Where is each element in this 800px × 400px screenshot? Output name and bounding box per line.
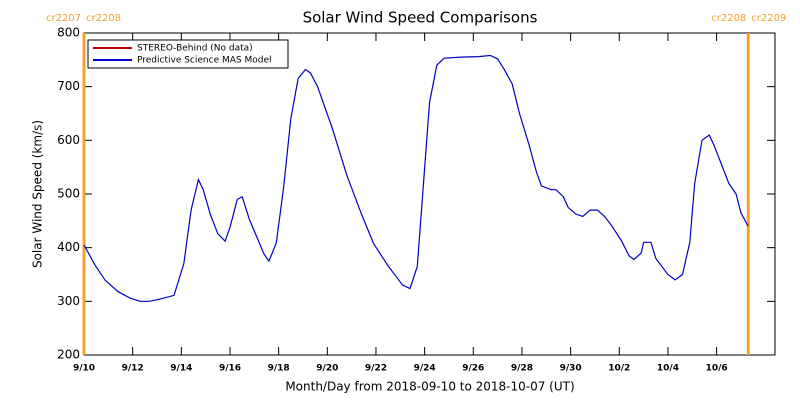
x-tick-label: 10/2 <box>608 364 630 374</box>
legend-label: Predictive Science MAS Model <box>137 56 272 66</box>
x-tick-label: 9/20 <box>316 364 338 374</box>
legend-box <box>87 39 289 69</box>
y-tick-label: 300 <box>57 294 80 308</box>
y-tick-label: 600 <box>57 133 80 147</box>
x-tick-label: 9/14 <box>170 364 192 374</box>
rotation-label: cr2208 <box>86 13 121 24</box>
chart-title: Solar Wind Speed Comparisons <box>303 9 538 27</box>
y-tick-label: 500 <box>57 187 80 201</box>
x-tick-label: 9/12 <box>122 364 144 374</box>
x-tick-label: 9/18 <box>268 364 290 374</box>
y-tick-label: 800 <box>57 26 80 40</box>
x-tick-label: 9/26 <box>462 364 484 374</box>
y-tick-label: 700 <box>57 79 80 93</box>
legend-label: STEREO-Behind (No data) <box>137 44 253 54</box>
x-tick-label: 9/16 <box>219 364 241 374</box>
x-tick-label: 10/4 <box>657 364 679 374</box>
data-line <box>83 54 749 302</box>
x-tick-label: 9/22 <box>365 364 387 374</box>
x-tick-label: 9/30 <box>560 364 582 374</box>
x-tick-label: 10/6 <box>706 364 728 374</box>
y-tick-label: 400 <box>57 240 80 254</box>
x-axis-label: Month/Day from 2018-09-10 to 2018-10-07 … <box>285 380 574 394</box>
rotation-label: cr2207 <box>46 13 81 24</box>
x-tick-label: 9/10 <box>73 364 95 374</box>
x-tick-label: 9/24 <box>414 364 436 374</box>
x-tick-label: 9/28 <box>511 364 533 374</box>
rotation-label: cr2208 <box>711 13 746 24</box>
y-axis-label: Solar Wind Speed (km/s) <box>31 120 45 268</box>
rotation-label: cr2209 <box>751 13 786 24</box>
y-tick-label: 200 <box>57 348 80 362</box>
